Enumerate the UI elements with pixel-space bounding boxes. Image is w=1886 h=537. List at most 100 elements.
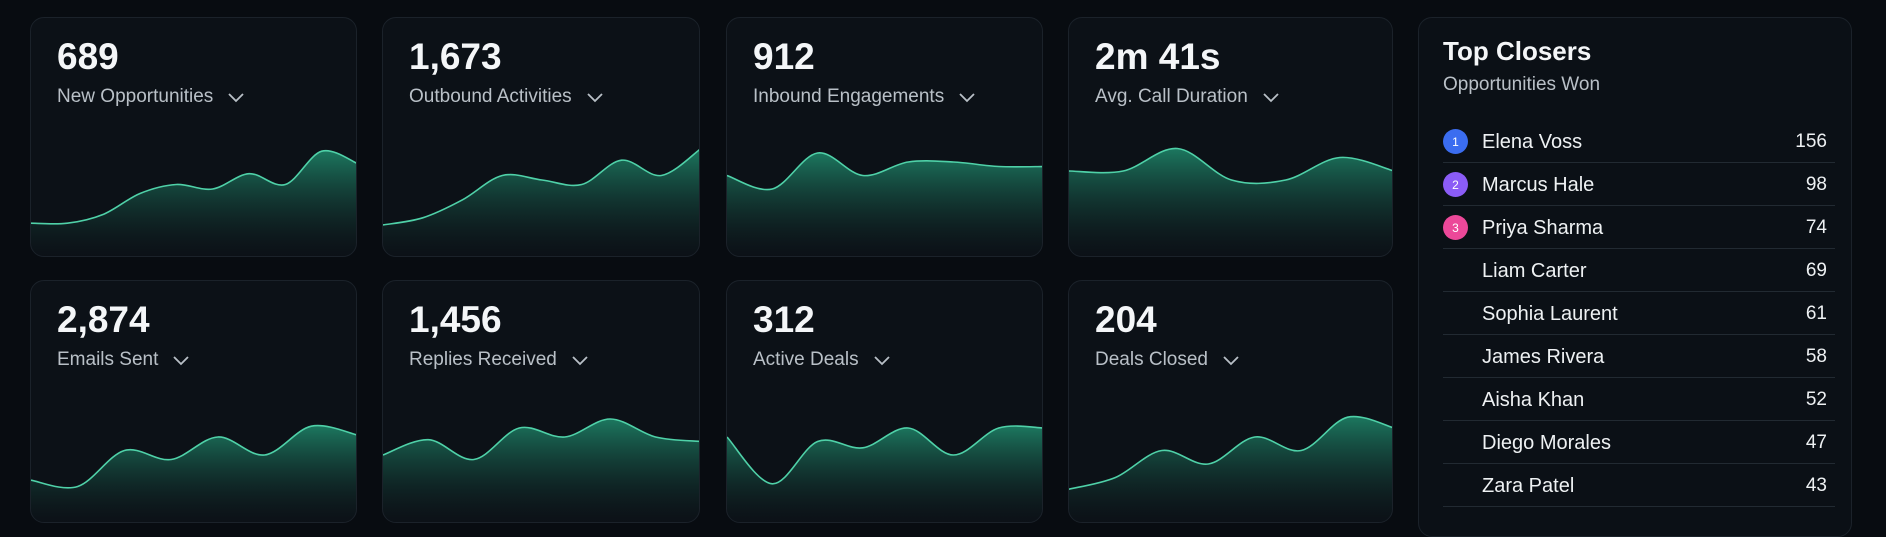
metric-card: 1,456 Replies Received: [382, 280, 700, 523]
sparkline-area: [1069, 148, 1392, 256]
metric-value: 204: [1095, 299, 1157, 340]
closer-value: 47: [1805, 432, 1827, 453]
sparkline-line: [383, 418, 699, 461]
metric-value: 1,673: [409, 36, 502, 77]
closer-value: 69: [1805, 260, 1827, 281]
closer-value: 52: [1805, 389, 1827, 410]
metric-card: 912 Inbound Engagements: [726, 17, 1043, 257]
sparkline: [1069, 415, 1392, 522]
metric-label[interactable]: Outbound Activities: [409, 86, 604, 108]
dropdown-chevron[interactable]: [571, 354, 589, 366]
closer-name: Marcus Hale: [1482, 174, 1595, 196]
rank-badge: 1: [1443, 129, 1468, 154]
dropdown-chevron[interactable]: [586, 91, 604, 103]
dropdown-chevron[interactable]: [227, 91, 245, 103]
chevron-path: [173, 356, 190, 366]
closer-row: 1 Elena Voss 156: [1443, 120, 1835, 163]
sparkline-line: [727, 152, 1042, 191]
metric-value: 1,456: [409, 299, 502, 340]
sparkline-area: [31, 150, 356, 256]
metric-label[interactable]: New Opportunities: [57, 86, 245, 108]
closer-name: Zara Patel: [1482, 475, 1575, 497]
metric-label[interactable]: Emails Sent: [57, 349, 190, 371]
metric-label-text: Replies Received: [409, 349, 557, 370]
metric-label[interactable]: Replies Received: [409, 349, 589, 371]
sparkline-line: [1069, 415, 1392, 490]
metric-value: 912: [753, 36, 815, 77]
closer-row: 3 Priya Sharma 74: [1443, 206, 1835, 249]
sparkline-area: [383, 419, 699, 522]
closer-value: 61: [1805, 303, 1827, 324]
sparkline-area: [727, 152, 1042, 256]
dropdown-chevron[interactable]: [1222, 354, 1240, 366]
chevron-path: [228, 93, 244, 103]
sparkline: [383, 418, 699, 522]
metric-value: 689: [57, 36, 119, 77]
closer-name: Sophia Laurent: [1482, 303, 1618, 325]
closer-value: 43: [1805, 475, 1827, 496]
metric-card: 312 Active Deals: [726, 280, 1043, 523]
sparkline: [383, 149, 699, 256]
closer-row: Diego Morales 47: [1443, 421, 1835, 464]
sparkline: [31, 424, 356, 522]
closer-row: Sophia Laurent 61: [1443, 292, 1835, 335]
dropdown-chevron[interactable]: [873, 354, 891, 366]
closer-name: Liam Carter: [1482, 260, 1587, 282]
chevron-path: [1223, 356, 1239, 366]
closer-value: 98: [1805, 174, 1827, 195]
metric-label[interactable]: Avg. Call Duration: [1095, 86, 1280, 108]
sparkline-line: [383, 149, 699, 226]
closer-name: Diego Morales: [1482, 432, 1611, 454]
sparkline-area: [383, 150, 699, 256]
metric-card: 2m 41s Avg. Call Duration: [1068, 17, 1393, 257]
chevron-path: [1263, 93, 1279, 103]
sparkline-area: [31, 425, 356, 522]
chevron-path: [873, 356, 890, 366]
metric-value: 2,874: [57, 299, 150, 340]
closer-row: Zara Patel 43: [1443, 464, 1835, 507]
sparkline-line: [1069, 147, 1392, 185]
closer-name: Priya Sharma: [1482, 217, 1604, 239]
metric-value: 2m 41s: [1095, 36, 1221, 77]
closer-row: James Rivera 58: [1443, 335, 1835, 378]
sparkline-line: [31, 149, 356, 225]
closer-row: 2 Marcus Hale 98: [1443, 163, 1835, 206]
top-closers-panel: Top Closers Opportunities Won 1 Elena Vos…: [1418, 17, 1852, 537]
metric-label[interactable]: Active Deals: [753, 349, 891, 371]
dropdown-chevron[interactable]: [1262, 91, 1280, 103]
metric-label-text: Emails Sent: [57, 349, 159, 370]
chevron-path: [959, 93, 975, 103]
dropdown-chevron[interactable]: [958, 91, 976, 103]
closer-value: 58: [1805, 346, 1827, 367]
metric-card: 204 Deals Closed: [1068, 280, 1393, 523]
closer-name: Elena Voss: [1482, 131, 1583, 153]
metric-label-text: New Opportunities: [57, 86, 214, 107]
closer-row: Liam Carter 69: [1443, 249, 1835, 292]
metric-value: 312: [753, 299, 815, 340]
sparkline: [727, 152, 1042, 256]
metric-label[interactable]: Inbound Engagements: [753, 86, 976, 108]
chevron-path: [587, 93, 603, 103]
sparkline-area: [727, 426, 1042, 522]
metric-card: 1,673 Outbound Activities: [382, 17, 700, 257]
closer-value: 74: [1805, 217, 1827, 238]
rank-badge: 3: [1443, 215, 1468, 240]
metric-label-text: Avg. Call Duration: [1095, 86, 1248, 107]
sparkline-line: [727, 425, 1042, 485]
metric-label[interactable]: Deals Closed: [1095, 349, 1240, 371]
metric-card: 2,874 Emails Sent: [30, 280, 357, 523]
sparkline: [31, 149, 356, 256]
closer-name: James Rivera: [1482, 346, 1605, 368]
closer-value: 156: [1795, 131, 1827, 152]
sparkline: [727, 425, 1042, 522]
closer-row: Aisha Khan 52: [1443, 378, 1835, 421]
metric-label-text: Deals Closed: [1095, 349, 1208, 370]
dropdown-chevron[interactable]: [172, 354, 190, 366]
metric-label-text: Active Deals: [753, 349, 859, 370]
rank-badge: 2: [1443, 172, 1468, 197]
panel-subtitle: Opportunities Won: [1443, 74, 1601, 95]
panel-title: Top Closers: [1443, 36, 1592, 66]
metric-card: 689 New Opportunities: [30, 17, 357, 257]
metric-label-text: Inbound Engagements: [753, 86, 945, 107]
